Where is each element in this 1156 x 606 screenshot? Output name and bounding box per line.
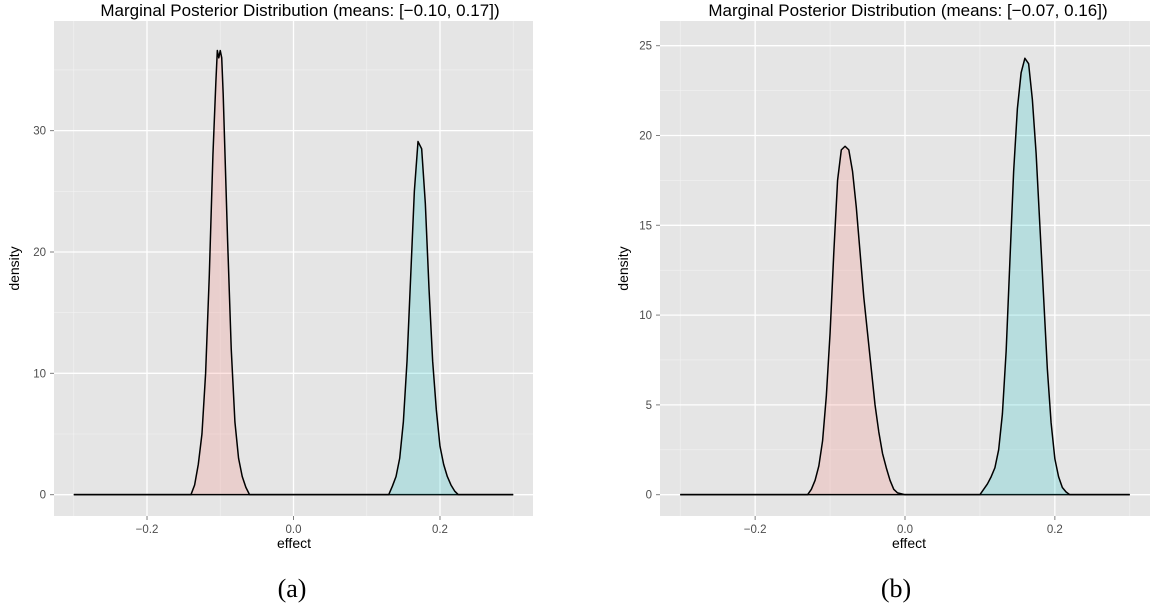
y-tick-label: 10	[639, 310, 652, 322]
x-axis-label: effect	[277, 535, 311, 551]
y-axis-label: density	[615, 246, 631, 290]
x-tick-label: 0.2	[1047, 524, 1063, 536]
density-line	[73, 140, 514, 496]
x-tick-label: 0.0	[897, 524, 913, 536]
y-tick-label: 5	[646, 400, 652, 412]
x-tick-label: −0.2	[136, 524, 159, 536]
y-tick-label: 25	[639, 41, 652, 53]
x-tick-label: 0.2	[432, 524, 448, 536]
panel-a: −0.2 0.0 0.2 0 10 20 30 Marginal Posterior Dist…	[6, 1, 533, 603]
density-line	[73, 49, 514, 496]
chart-title: Marginal Posterior Distribution (means: …	[100, 1, 499, 20]
panel-b: −0.2 0.0 0.2 0 5 10 15 20 25 Marginal Posterior D…	[615, 1, 1150, 603]
panel-caption: (b)	[881, 574, 911, 603]
y-tick-label: 15	[639, 220, 652, 232]
y-tick-label: 20	[639, 130, 652, 142]
y-tick-label: 30	[33, 126, 46, 138]
x-axis-label: effect	[892, 535, 926, 551]
y-tick-label: 20	[33, 247, 46, 259]
y-tick-label: 0	[40, 490, 46, 502]
panel-caption: (a)	[278, 574, 307, 603]
density-line	[680, 145, 1130, 496]
y-tick-label: 0	[646, 490, 652, 502]
x-tick-label: 0.0	[286, 524, 302, 536]
density-area-fill	[73, 141, 514, 495]
chart-title: Marginal Posterior Distribution (means: …	[708, 1, 1107, 20]
y-axis-label: density	[6, 246, 22, 290]
density-area-fill	[680, 58, 1130, 495]
y-tick-label: 10	[33, 368, 46, 380]
x-tick-label: −0.2	[744, 524, 767, 536]
density-line	[680, 57, 1130, 496]
